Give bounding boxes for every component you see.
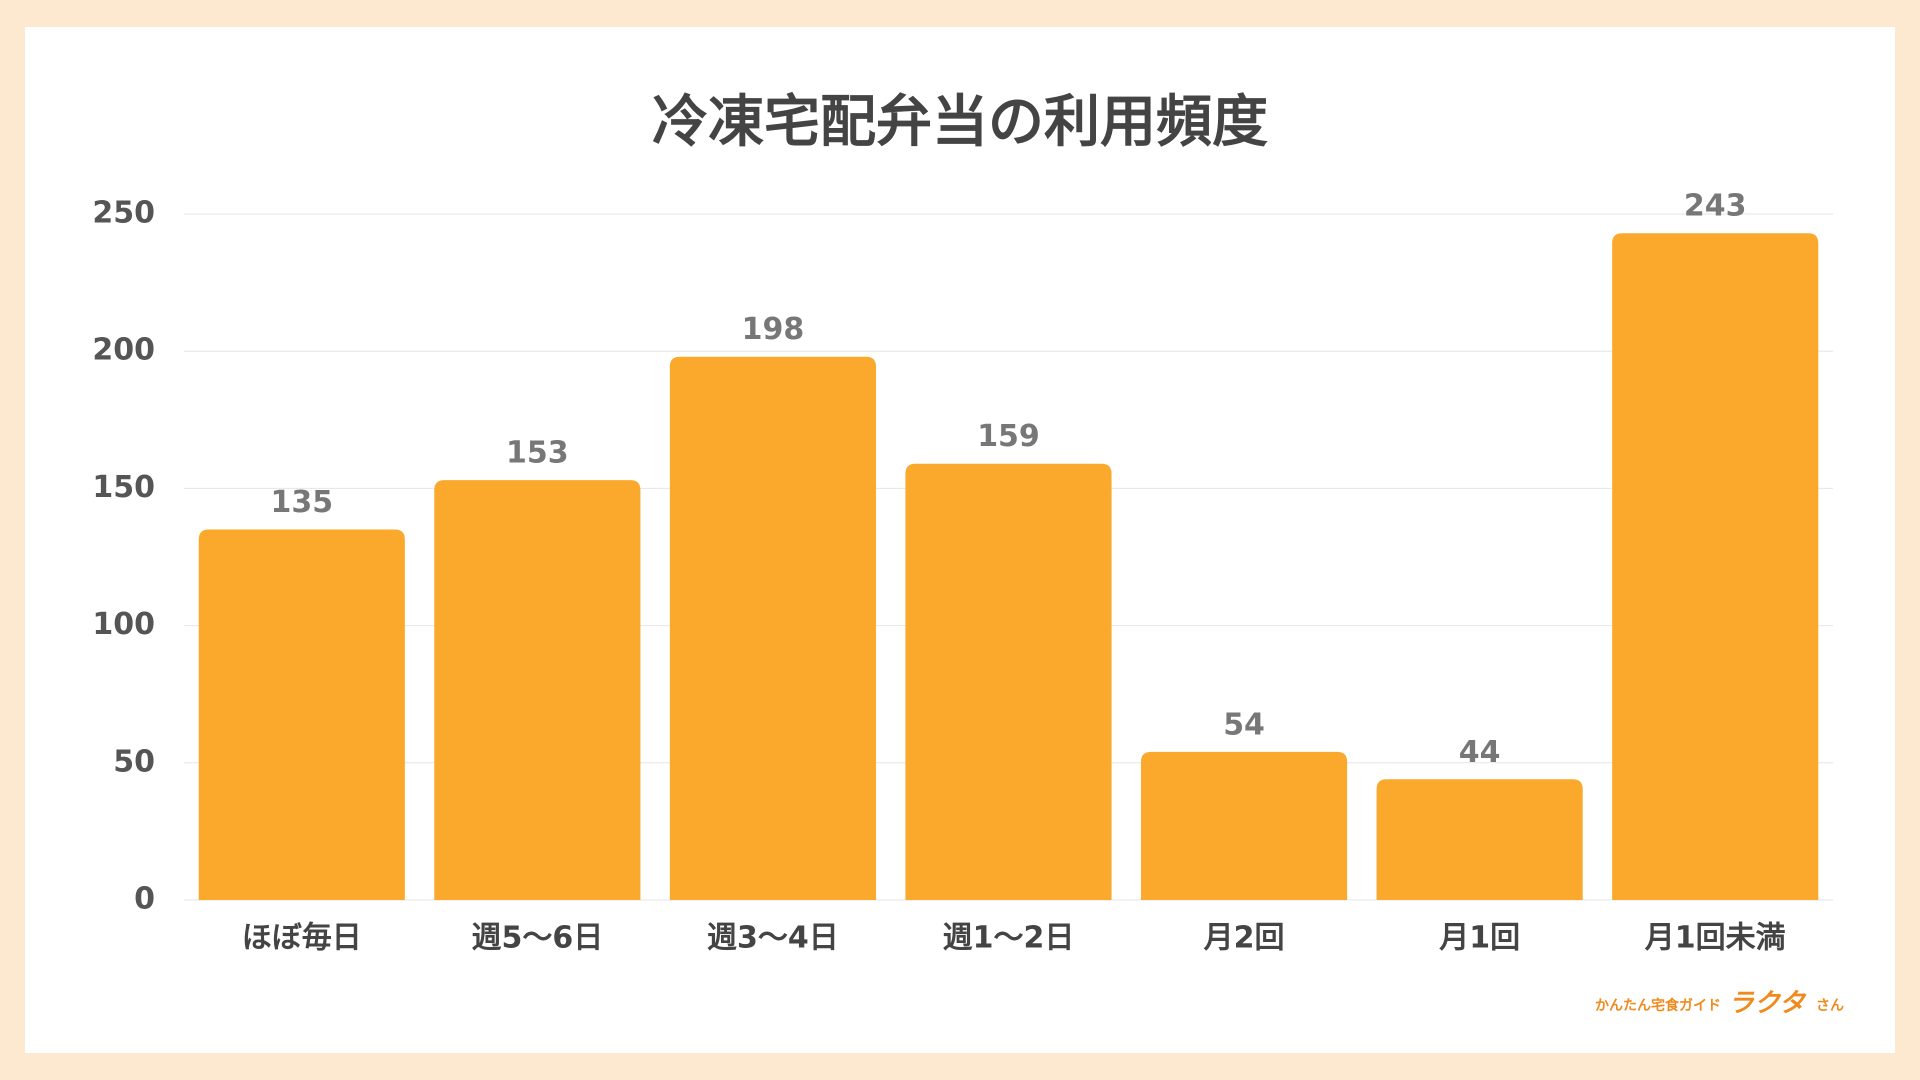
y-tick-label: 50 [113,744,155,779]
bar [1376,779,1583,900]
x-tick-label: 月1回未満 [1645,921,1786,956]
logo-name: ラクタ [1728,989,1807,1019]
value-label: 153 [506,436,569,471]
bar [1612,233,1819,900]
bar [1141,751,1348,900]
x-tick-label: ほぼ毎日 [242,921,362,956]
chart-title: 冷凍宅配弁当の利用頻度 [652,90,1268,155]
value-label: 54 [1223,707,1265,742]
value-label: 198 [742,312,805,347]
value-label: 135 [270,485,333,520]
x-tick-label: 週5〜6日 [471,921,603,956]
y-tick-label: 0 [134,882,155,917]
y-tick-label: 100 [92,607,155,642]
bar [905,463,1112,900]
x-tick-label: 週1〜2日 [943,921,1075,956]
logo: かんたん宅食ガイド ラクタ さん [1595,989,1844,1019]
y-tick-label: 150 [92,470,155,505]
bar [669,356,876,900]
x-tick-label: 月2回 [1204,921,1285,956]
bar [198,529,405,900]
x-tick-label: 週3〜4日 [707,921,839,956]
value-label: 243 [1684,189,1747,224]
logo-tagline: かんたん宅食ガイド [1595,997,1721,1014]
y-tick-label: 200 [92,333,155,368]
bar [434,480,641,900]
value-label: 159 [977,419,1040,454]
y-tick-label: 250 [92,196,155,231]
value-label: 44 [1459,735,1501,770]
logo-suffix: さん [1816,998,1844,1014]
x-tick-label: 月1回 [1439,921,1520,956]
